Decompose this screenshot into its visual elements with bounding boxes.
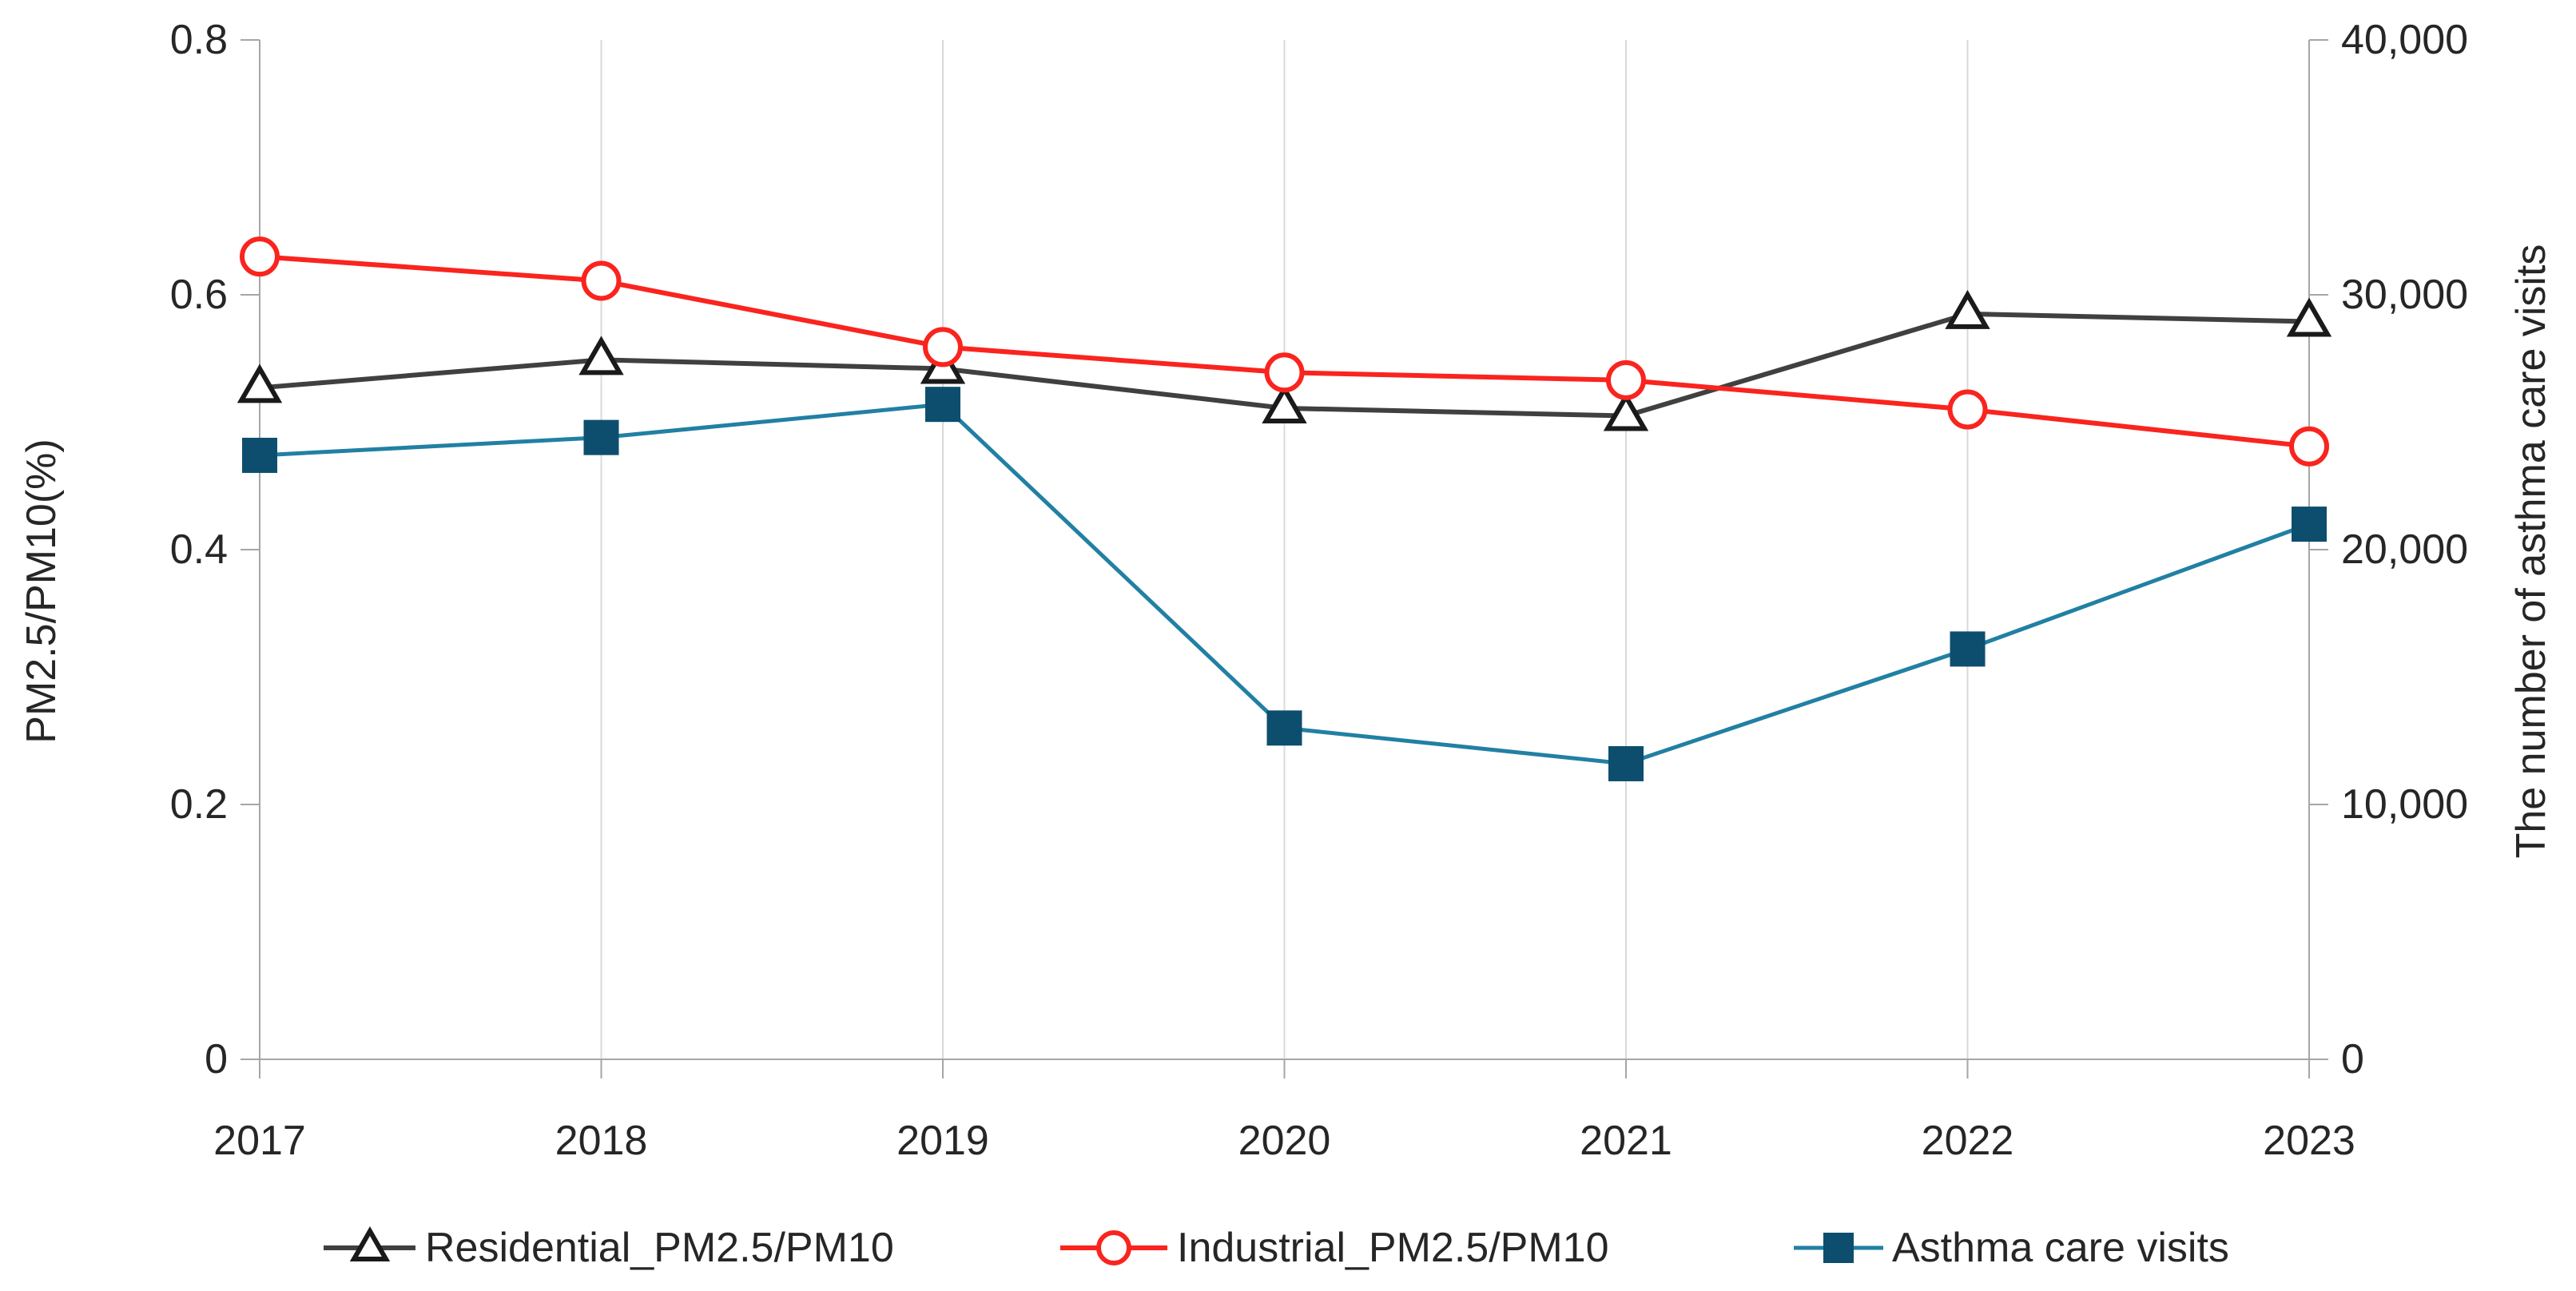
right-axis-title: The number of asthma care visits bbox=[2508, 244, 2554, 859]
legend-label-residential: Residential_PM2.5/PM10 bbox=[425, 1225, 894, 1271]
point-asthma-2022-square-marker bbox=[1950, 631, 1986, 667]
x-axis-label-2020: 2020 bbox=[1238, 1118, 1331, 1164]
point-asthma-2017-square-marker bbox=[242, 437, 277, 473]
left-axis-title: PM2.5/PM10(%) bbox=[18, 439, 65, 743]
left-axis-tick-label-0: 0 bbox=[205, 1036, 228, 1082]
point-asthma-2023-square-marker bbox=[2292, 506, 2327, 542]
legend-triangle-icon bbox=[349, 1225, 391, 1261]
x-axis-label-2018: 2018 bbox=[555, 1118, 648, 1164]
point-residential-2018-triangle-marker bbox=[578, 336, 624, 375]
point-asthma-2018-square-marker bbox=[583, 419, 619, 455]
right-axis-tick-label-40,000: 40,000 bbox=[2341, 17, 2468, 63]
left-axis-tick-label-0.4: 0.4 bbox=[170, 526, 228, 573]
point-industrial-2018-circle-marker bbox=[581, 260, 622, 301]
legend-square-icon bbox=[1823, 1233, 1854, 1263]
right-axis-tick-label-10,000: 10,000 bbox=[2341, 781, 2468, 828]
point-residential-2017-triangle-marker bbox=[237, 363, 283, 403]
x-axis-label-2022: 2022 bbox=[1922, 1118, 2014, 1164]
right-axis-tick-label-0: 0 bbox=[2341, 1036, 2364, 1082]
point-industrial-2021-circle-marker bbox=[1606, 359, 1646, 400]
point-industrial-2023-circle-marker bbox=[2289, 426, 2329, 467]
right-axis-tick-label-30,000: 30,000 bbox=[2341, 272, 2468, 318]
left-axis-tick-label-0.8: 0.8 bbox=[170, 17, 228, 63]
x-axis-label-2017: 2017 bbox=[213, 1118, 306, 1164]
point-asthma-2019-square-marker bbox=[925, 387, 960, 423]
legend-label-asthma: Asthma care visits bbox=[1892, 1225, 2229, 1271]
left-axis-tick-label-0.6: 0.6 bbox=[170, 272, 228, 318]
point-industrial-2017-circle-marker bbox=[240, 236, 280, 277]
legend-label-industrial: Industrial_PM2.5/PM10 bbox=[1177, 1225, 1609, 1271]
point-residential-2023-triangle-marker bbox=[2286, 297, 2332, 337]
point-asthma-2021-square-marker bbox=[1608, 745, 1644, 781]
point-industrial-2022-circle-marker bbox=[1947, 389, 1988, 430]
x-axis-label-2023: 2023 bbox=[2263, 1118, 2355, 1164]
point-industrial-2019-circle-marker bbox=[923, 327, 963, 367]
point-industrial-2020-circle-marker bbox=[1264, 352, 1305, 393]
point-residential-2021-triangle-marker bbox=[1603, 391, 1649, 431]
x-axis-label-2019: 2019 bbox=[896, 1118, 989, 1164]
point-residential-2022-triangle-marker bbox=[1945, 289, 1990, 329]
right-axis-tick-label-20,000: 20,000 bbox=[2341, 526, 2468, 573]
point-asthma-2020-square-marker bbox=[1266, 710, 1302, 746]
left-axis-tick-label-0.2: 0.2 bbox=[170, 781, 228, 828]
point-residential-2020-triangle-marker bbox=[1262, 383, 1307, 423]
legend-circle-icon bbox=[1096, 1230, 1131, 1265]
x-axis-label-2021: 2021 bbox=[1580, 1118, 1672, 1164]
